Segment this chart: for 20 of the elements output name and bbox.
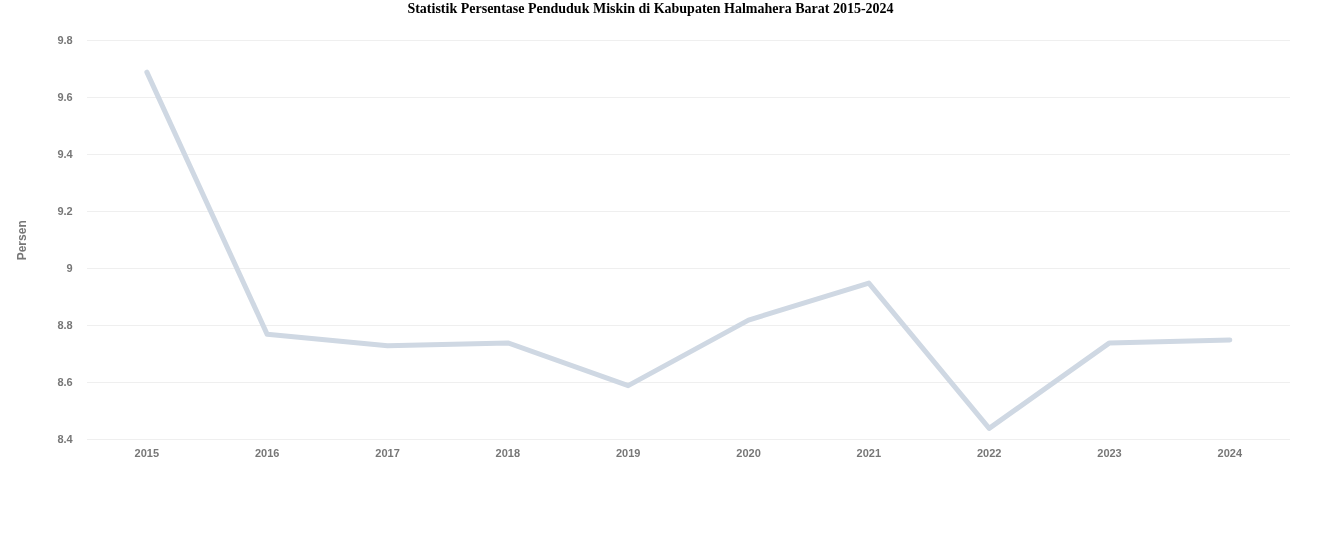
x-tick-label: 2015 (134, 447, 160, 460)
y-tick-label: 9.6 (57, 90, 73, 103)
chart-title: Statistik Persentase Penduduk Miskin di Kabupaten Halmahera Barat 2015-2024 (407, 1, 894, 17)
y-tick-label: 9.2 (57, 204, 73, 217)
x-tick-label: 2024 (1217, 447, 1243, 460)
y-tick-label: 9.8 (57, 33, 73, 46)
x-tick-label: 2020 (736, 447, 761, 460)
x-tick-label: 2017 (375, 447, 400, 460)
x-tick-label: 2022 (976, 447, 1002, 460)
y-tick-label: 8.8 (57, 318, 73, 331)
x-tick-label: 2016 (254, 447, 280, 460)
x-tick-label: 2023 (1097, 447, 1122, 460)
y-tick-label: 9 (66, 261, 73, 274)
y-tick-label: 8.6 (57, 375, 73, 388)
y-tick-label: 8.4 (57, 432, 74, 445)
y-tick-label: 9.4 (57, 147, 74, 160)
x-tick-label: 2018 (495, 447, 521, 460)
x-tick-label: 2021 (856, 447, 882, 460)
x-tick-label: 2019 (615, 447, 641, 460)
y-axis-title: Persen (14, 220, 29, 261)
